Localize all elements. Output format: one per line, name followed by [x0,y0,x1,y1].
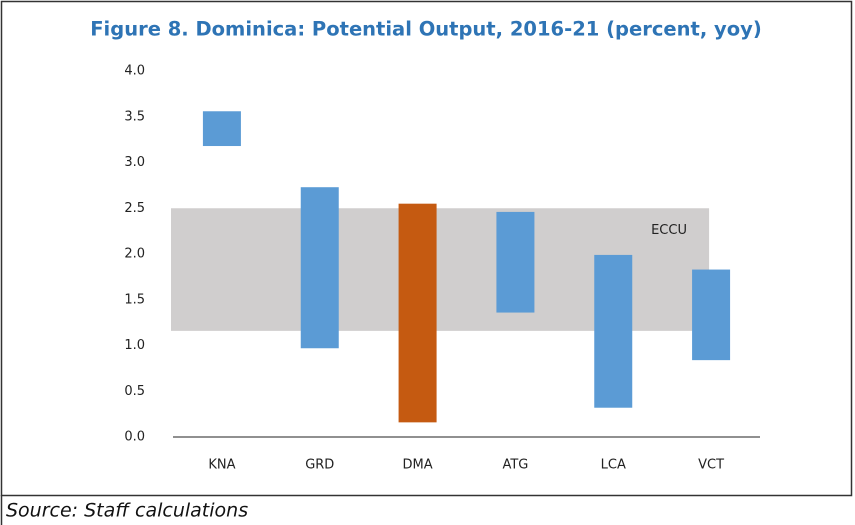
x-tick-label: GRD [305,458,334,473]
x-tick-label: VCT [698,458,724,473]
bar [398,203,437,423]
x-tick-label: ATG [502,458,528,473]
y-tick-label: 3.0 [124,155,145,170]
bar [594,254,633,408]
y-tick-label: 0.5 [124,384,145,399]
x-tick-label: LCA [601,458,626,473]
y-tick-label: 3.5 [124,109,145,124]
y-tick-label: 4.0 [124,64,145,79]
y-tick-label: 2.5 [124,201,145,216]
source-note: Source: Staff calculations [6,500,248,522]
x-tick-label: KNA [208,458,235,473]
y-tick-label: 2.0 [124,247,145,262]
x-tick-label: DMA [403,458,433,473]
bar [202,111,241,147]
chart-title: Figure 8. Dominica: Potential Output, 20… [90,18,762,41]
band-label: ECCU [651,223,687,238]
bar [300,187,339,349]
figure-frame [0,0,853,497]
y-tick-label: 1.0 [124,338,145,353]
y-tick-label: 1.5 [124,292,145,307]
bar [496,211,535,313]
y-tick-label: 0.0 [124,430,145,445]
bar [692,269,731,361]
